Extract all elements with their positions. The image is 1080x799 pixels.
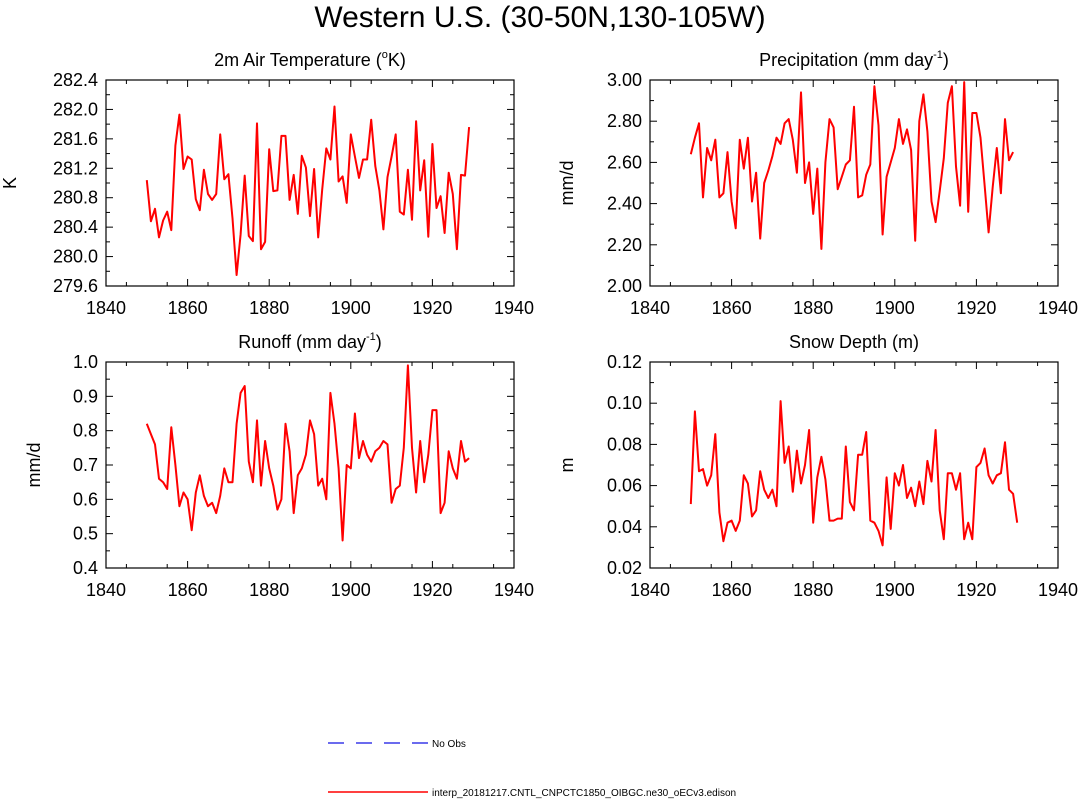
snow-ytick-label: 0.06: [607, 476, 642, 496]
snow-ylabel: m: [557, 458, 577, 473]
runoff-xtick-label: 1880: [249, 580, 289, 600]
snow-xtick-label: 1880: [793, 580, 833, 600]
panel-snow-depth: Snow Depth (m) 1840 1860 1880 1900 1920 1940 0.…: [557, 332, 1078, 600]
precip-ytick-label: 2.00: [607, 276, 642, 296]
snow-series-line: [689, 400, 1019, 547]
temp-xtick-label: 1920: [412, 298, 452, 318]
snow-ytick-label: 0.02: [607, 558, 642, 578]
temp-plot-frame: [105, 79, 515, 287]
temp-ytick-label: 280.4: [53, 217, 98, 237]
legend-obs-label: No Obs: [432, 739, 466, 750]
precip-title: Precipitation (mm day-1): [759, 49, 949, 70]
precip-ylabel: mm/d: [557, 161, 577, 206]
snow-title-text: Snow Depth (m): [789, 332, 919, 352]
snow-xtick-label: 1840: [630, 580, 670, 600]
temp-title: 2m Air Temperature (oK): [214, 49, 406, 70]
precip-xtick-label: 1900: [875, 298, 915, 318]
runoff-ytick-label: 0.9: [73, 386, 98, 406]
snow-ytick-label: 0.10: [607, 393, 642, 413]
runoff-title: Runoff (mm day-1): [238, 331, 382, 352]
precip-xtick-label: 1860: [712, 298, 752, 318]
runoff-xtick-label: 1920: [412, 580, 452, 600]
temp-ytick-label: 280.8: [53, 188, 98, 208]
precip-ytick-label: 3.00: [607, 70, 642, 90]
temp-ytick-label: 282.0: [53, 99, 98, 119]
page-title: Western U.S. (30-50N,130-105W): [314, 1, 766, 34]
panel-runoff: Runoff (mm day-1) 1840 1860 1880 1900 1920 194…: [24, 331, 534, 600]
snow-xtick-label: 1940: [1038, 580, 1078, 600]
precip-title-superscript: -1: [933, 49, 943, 61]
temp-series-line: [145, 105, 471, 276]
precip-ytick-label: 2.40: [607, 194, 642, 214]
panel-precipitation: Precipitation (mm day-1) 1840 1860 1880 1900…: [557, 49, 1078, 318]
temp-xtick-label: 1840: [86, 298, 126, 318]
runoff-title-suffix: ): [376, 332, 382, 352]
precip-title-suffix: ): [943, 50, 949, 70]
runoff-xtick-label: 1860: [168, 580, 208, 600]
precip-xtick-label: 1840: [630, 298, 670, 318]
runoff-ytick-label: 0.8: [73, 421, 98, 441]
runoff-ytick-label: 0.7: [73, 455, 98, 475]
precip-xtick-label: 1920: [956, 298, 996, 318]
temp-ytick-label: 281.2: [53, 158, 98, 178]
precip-title-text: Precipitation (mm day: [759, 50, 933, 70]
temp-ytick-label: 281.6: [53, 129, 98, 149]
temp-ytick-label: 282.4: [53, 70, 98, 90]
runoff-xtick-label: 1900: [331, 580, 371, 600]
temp-xtick-label: 1900: [331, 298, 371, 318]
precip-ytick-label: 2.80: [607, 111, 642, 131]
snow-ytick-label: 0.04: [607, 517, 642, 537]
runoff-xtick-label: 1840: [86, 580, 126, 600]
precip-ytick-label: 2.20: [607, 235, 642, 255]
temp-title-text: 2m Air Temperature (: [214, 50, 382, 70]
temp-xtick-label: 1860: [168, 298, 208, 318]
temp-title-superscript: o: [382, 49, 388, 61]
snow-ytick-label: 0.12: [607, 352, 642, 372]
runoff-title-superscript: -1: [366, 331, 376, 343]
precip-series-line: [689, 81, 1014, 250]
runoff-xtick-label: 1940: [494, 580, 534, 600]
temp-title-suffix: K): [388, 50, 406, 70]
runoff-series-line: [145, 364, 470, 542]
runoff-ytick-label: 0.6: [73, 489, 98, 509]
legend-model-label: interp_20181217.CNTL_CNPCTC1850_OIBGC.ne…: [432, 788, 736, 799]
snow-xtick-label: 1860: [712, 580, 752, 600]
legend: No Obs interp_20181217.CNTL_CNPCTC1850_O…: [328, 739, 736, 799]
snow-ytick-label: 0.08: [607, 434, 642, 454]
precip-ytick-label: 2.60: [607, 152, 642, 172]
temp-xtick-label: 1940: [494, 298, 534, 318]
runoff-ytick-label: 0.5: [73, 524, 98, 544]
runoff-ylabel: mm/d: [24, 443, 44, 488]
runoff-ytick-label: 1.0: [73, 352, 98, 372]
snow-plot-frame: [649, 361, 1059, 569]
temp-xtick-label: 1880: [249, 298, 289, 318]
runoff-title-text: Runoff (mm day: [238, 332, 366, 352]
snow-title: Snow Depth (m): [789, 332, 919, 352]
temp-ytick-label: 280.0: [53, 247, 98, 267]
snow-xtick-label: 1920: [956, 580, 996, 600]
snow-xtick-label: 1900: [875, 580, 915, 600]
precip-xtick-label: 1880: [793, 298, 833, 318]
precip-xtick-label: 1940: [1038, 298, 1078, 318]
temp-ylabel: K: [0, 177, 20, 189]
runoff-ytick-label: 0.4: [73, 558, 98, 578]
panel-air-temperature: 2m Air Temperature (oK) 1840 1860 1880 1900 1…: [0, 49, 534, 318]
temp-ytick-label: 279.6: [53, 276, 98, 296]
